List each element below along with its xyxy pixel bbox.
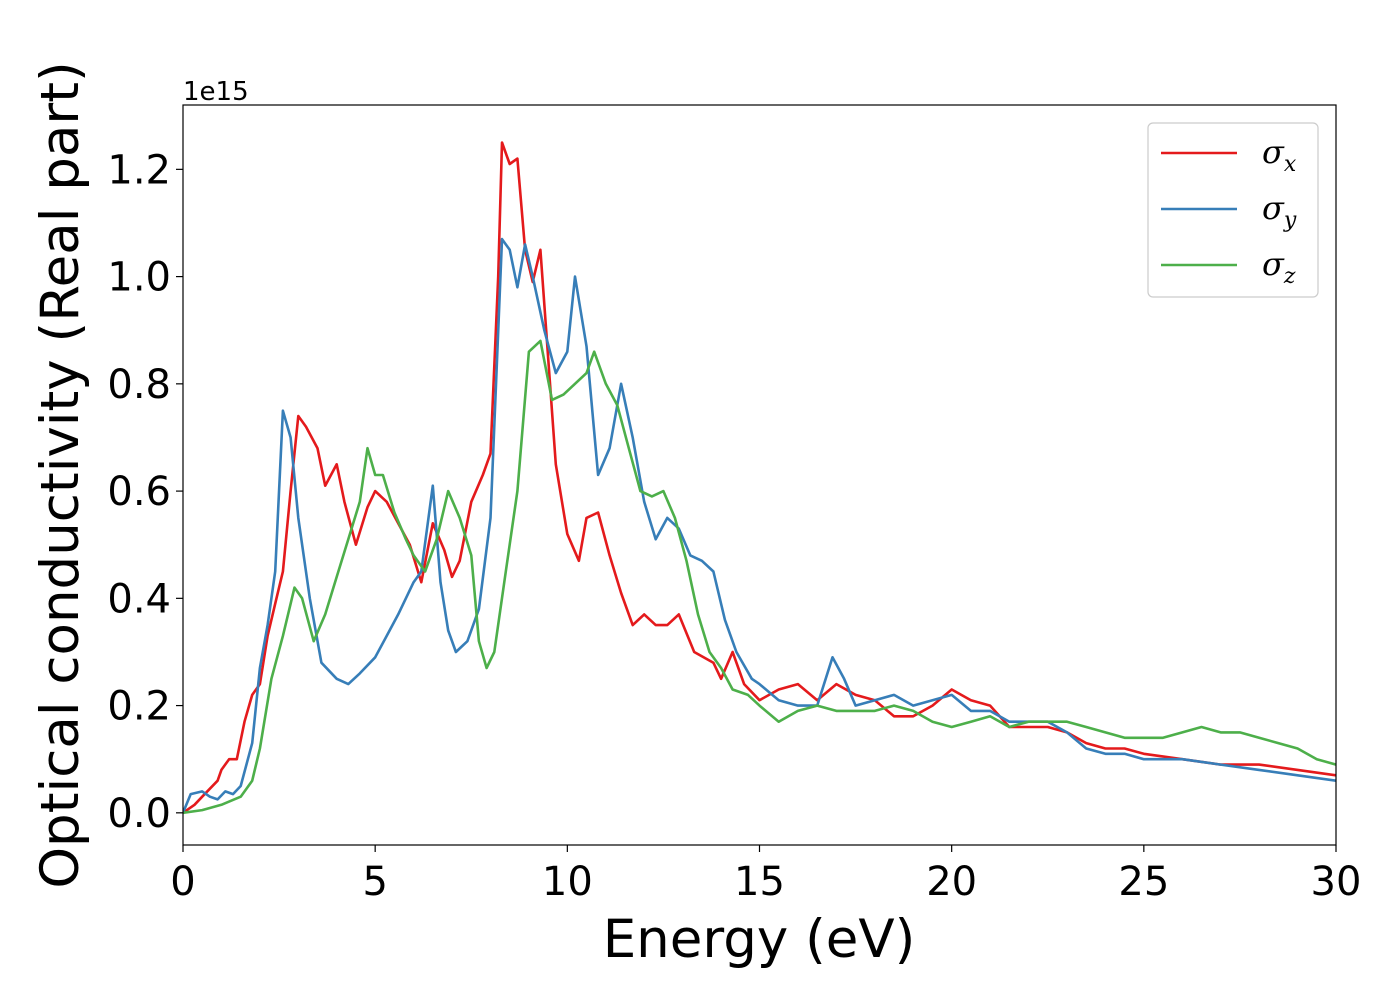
x-axis: 0 5 10 15 20 25 30 bbox=[170, 845, 1361, 905]
x-tick-label: 25 bbox=[1118, 859, 1169, 905]
series-line-y bbox=[183, 237, 1336, 814]
y-offset-label: 1e15 bbox=[183, 77, 249, 107]
series-line-x bbox=[183, 141, 1336, 814]
y-tick-label: 0.4 bbox=[107, 576, 171, 622]
y-tick-label: 0.8 bbox=[107, 362, 171, 408]
x-tick-label: 0 bbox=[170, 859, 195, 905]
legend-label-z: σz bbox=[1262, 245, 1296, 289]
y-tick-label: 0.6 bbox=[107, 469, 171, 515]
x-tick-label: 20 bbox=[926, 859, 977, 905]
legend-label-x: σx bbox=[1262, 133, 1297, 177]
legend-label-y: σy bbox=[1262, 189, 1297, 233]
y-axis-title: Optical conductivity (Real part) bbox=[30, 61, 91, 888]
x-tick-label: 15 bbox=[734, 859, 785, 905]
y-tick-label: 1.0 bbox=[107, 255, 171, 301]
x-tick-label: 10 bbox=[542, 859, 593, 905]
x-axis-title: Energy (eV) bbox=[603, 909, 916, 970]
series-layer bbox=[183, 141, 1336, 815]
series-line-z bbox=[183, 339, 1336, 815]
y-axis: 0.0 0.2 0.4 0.6 0.8 1.0 1.2 bbox=[107, 147, 183, 837]
legend: σx σy σz bbox=[1147, 122, 1319, 298]
y-tick-label: 0.2 bbox=[107, 684, 171, 730]
x-tick-label: 5 bbox=[362, 859, 387, 905]
y-tick-label: 0.0 bbox=[107, 791, 171, 837]
x-tick-label: 30 bbox=[1311, 859, 1362, 905]
y-tick-label: 1.2 bbox=[107, 147, 171, 193]
